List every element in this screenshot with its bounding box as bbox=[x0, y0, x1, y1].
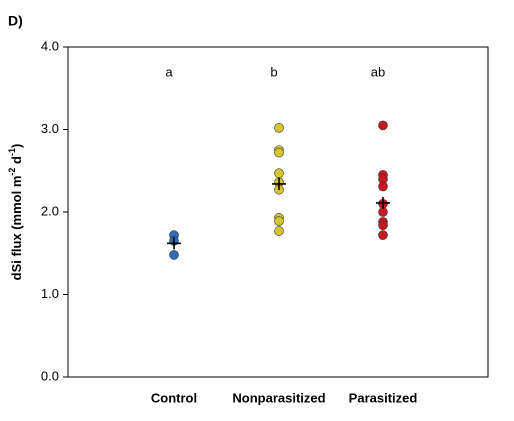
mean-marker bbox=[376, 196, 390, 209]
label-part: ) bbox=[9, 144, 24, 148]
y-tick-label: 4.0 bbox=[41, 38, 59, 53]
plot-frame bbox=[67, 46, 489, 378]
x-tick-label: Nonparasitized bbox=[232, 390, 325, 405]
data-point bbox=[169, 250, 179, 260]
label-part: dSi flux (mmol m bbox=[9, 176, 24, 281]
mean-marker bbox=[272, 177, 286, 190]
data-point bbox=[378, 120, 388, 131]
data-point bbox=[378, 230, 388, 240]
data-point bbox=[274, 123, 284, 133]
data-point bbox=[274, 168, 284, 179]
x-tick-label: Parasitized bbox=[349, 390, 418, 405]
superscript: -2 bbox=[7, 168, 17, 176]
y-axis-label: dSi flux (mmol m-2 d-1) bbox=[7, 144, 24, 281]
label-part: d bbox=[9, 156, 24, 168]
y-tick-label: 3.0 bbox=[41, 121, 59, 136]
data-point bbox=[274, 147, 284, 158]
annotation: a bbox=[165, 64, 173, 79]
annotation: ab bbox=[371, 64, 385, 79]
data-point bbox=[274, 226, 284, 236]
mean-marker bbox=[167, 237, 181, 250]
y-tick-label: 1.0 bbox=[41, 286, 59, 301]
y-tick-label: 0.0 bbox=[41, 368, 59, 383]
annotation: b bbox=[270, 64, 277, 79]
data-point bbox=[378, 181, 388, 192]
data-point bbox=[274, 216, 284, 226]
data-point bbox=[378, 220, 388, 230]
panel-label: D) bbox=[8, 13, 23, 29]
superscript: -1 bbox=[7, 148, 17, 156]
x-tick-label: Control bbox=[151, 390, 197, 405]
y-tick-label: 2.0 bbox=[41, 203, 59, 218]
